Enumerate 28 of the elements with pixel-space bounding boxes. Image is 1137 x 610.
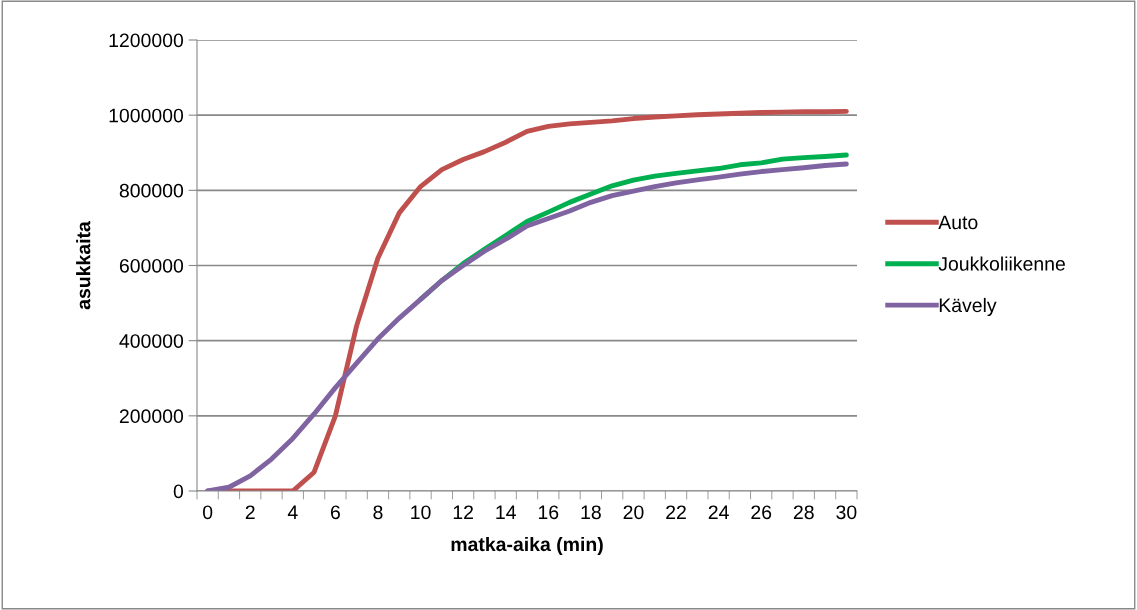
- y-axis-title: asukkaita: [76, 221, 91, 310]
- x-tick-label: 26: [751, 505, 772, 520]
- x-tick-label: 0: [203, 505, 213, 520]
- x-tick-label: 16: [538, 505, 559, 520]
- x-tick-label: 18: [581, 505, 601, 520]
- x-tick-label: 4: [287, 505, 298, 519]
- x-tick-label: 6: [330, 505, 340, 520]
- y-tick-label: 600000: [119, 258, 184, 273]
- y-tick-label: 0: [173, 484, 184, 499]
- x-tick-label: 24: [708, 505, 729, 519]
- x-tick-label: 28: [793, 505, 814, 520]
- x-tick-label: 2: [245, 505, 255, 519]
- legend-label: Kävely: [939, 297, 997, 317]
- y-tick-label: 1200000: [109, 33, 184, 48]
- x-tick-label: 22: [666, 505, 686, 519]
- y-tick-label: 1000000: [109, 108, 184, 123]
- y-tick-label: 400000: [119, 334, 184, 348]
- y-tick-label: 200000: [119, 409, 184, 424]
- legend-label: Joukkoliikenne: [938, 256, 1065, 271]
- x-tick-label: 8: [373, 505, 383, 520]
- legend-label: Auto: [938, 215, 978, 230]
- x-tick-label: 30: [836, 505, 857, 520]
- x-tick-label: 20: [623, 505, 644, 520]
- x-tick-label: 10: [411, 505, 431, 520]
- x-axis-title: matka-aika (min): [451, 536, 603, 556]
- y-tick-label: 800000: [119, 183, 184, 198]
- x-tick-label: 14: [496, 505, 516, 519]
- x-tick-label: 12: [453, 505, 473, 519]
